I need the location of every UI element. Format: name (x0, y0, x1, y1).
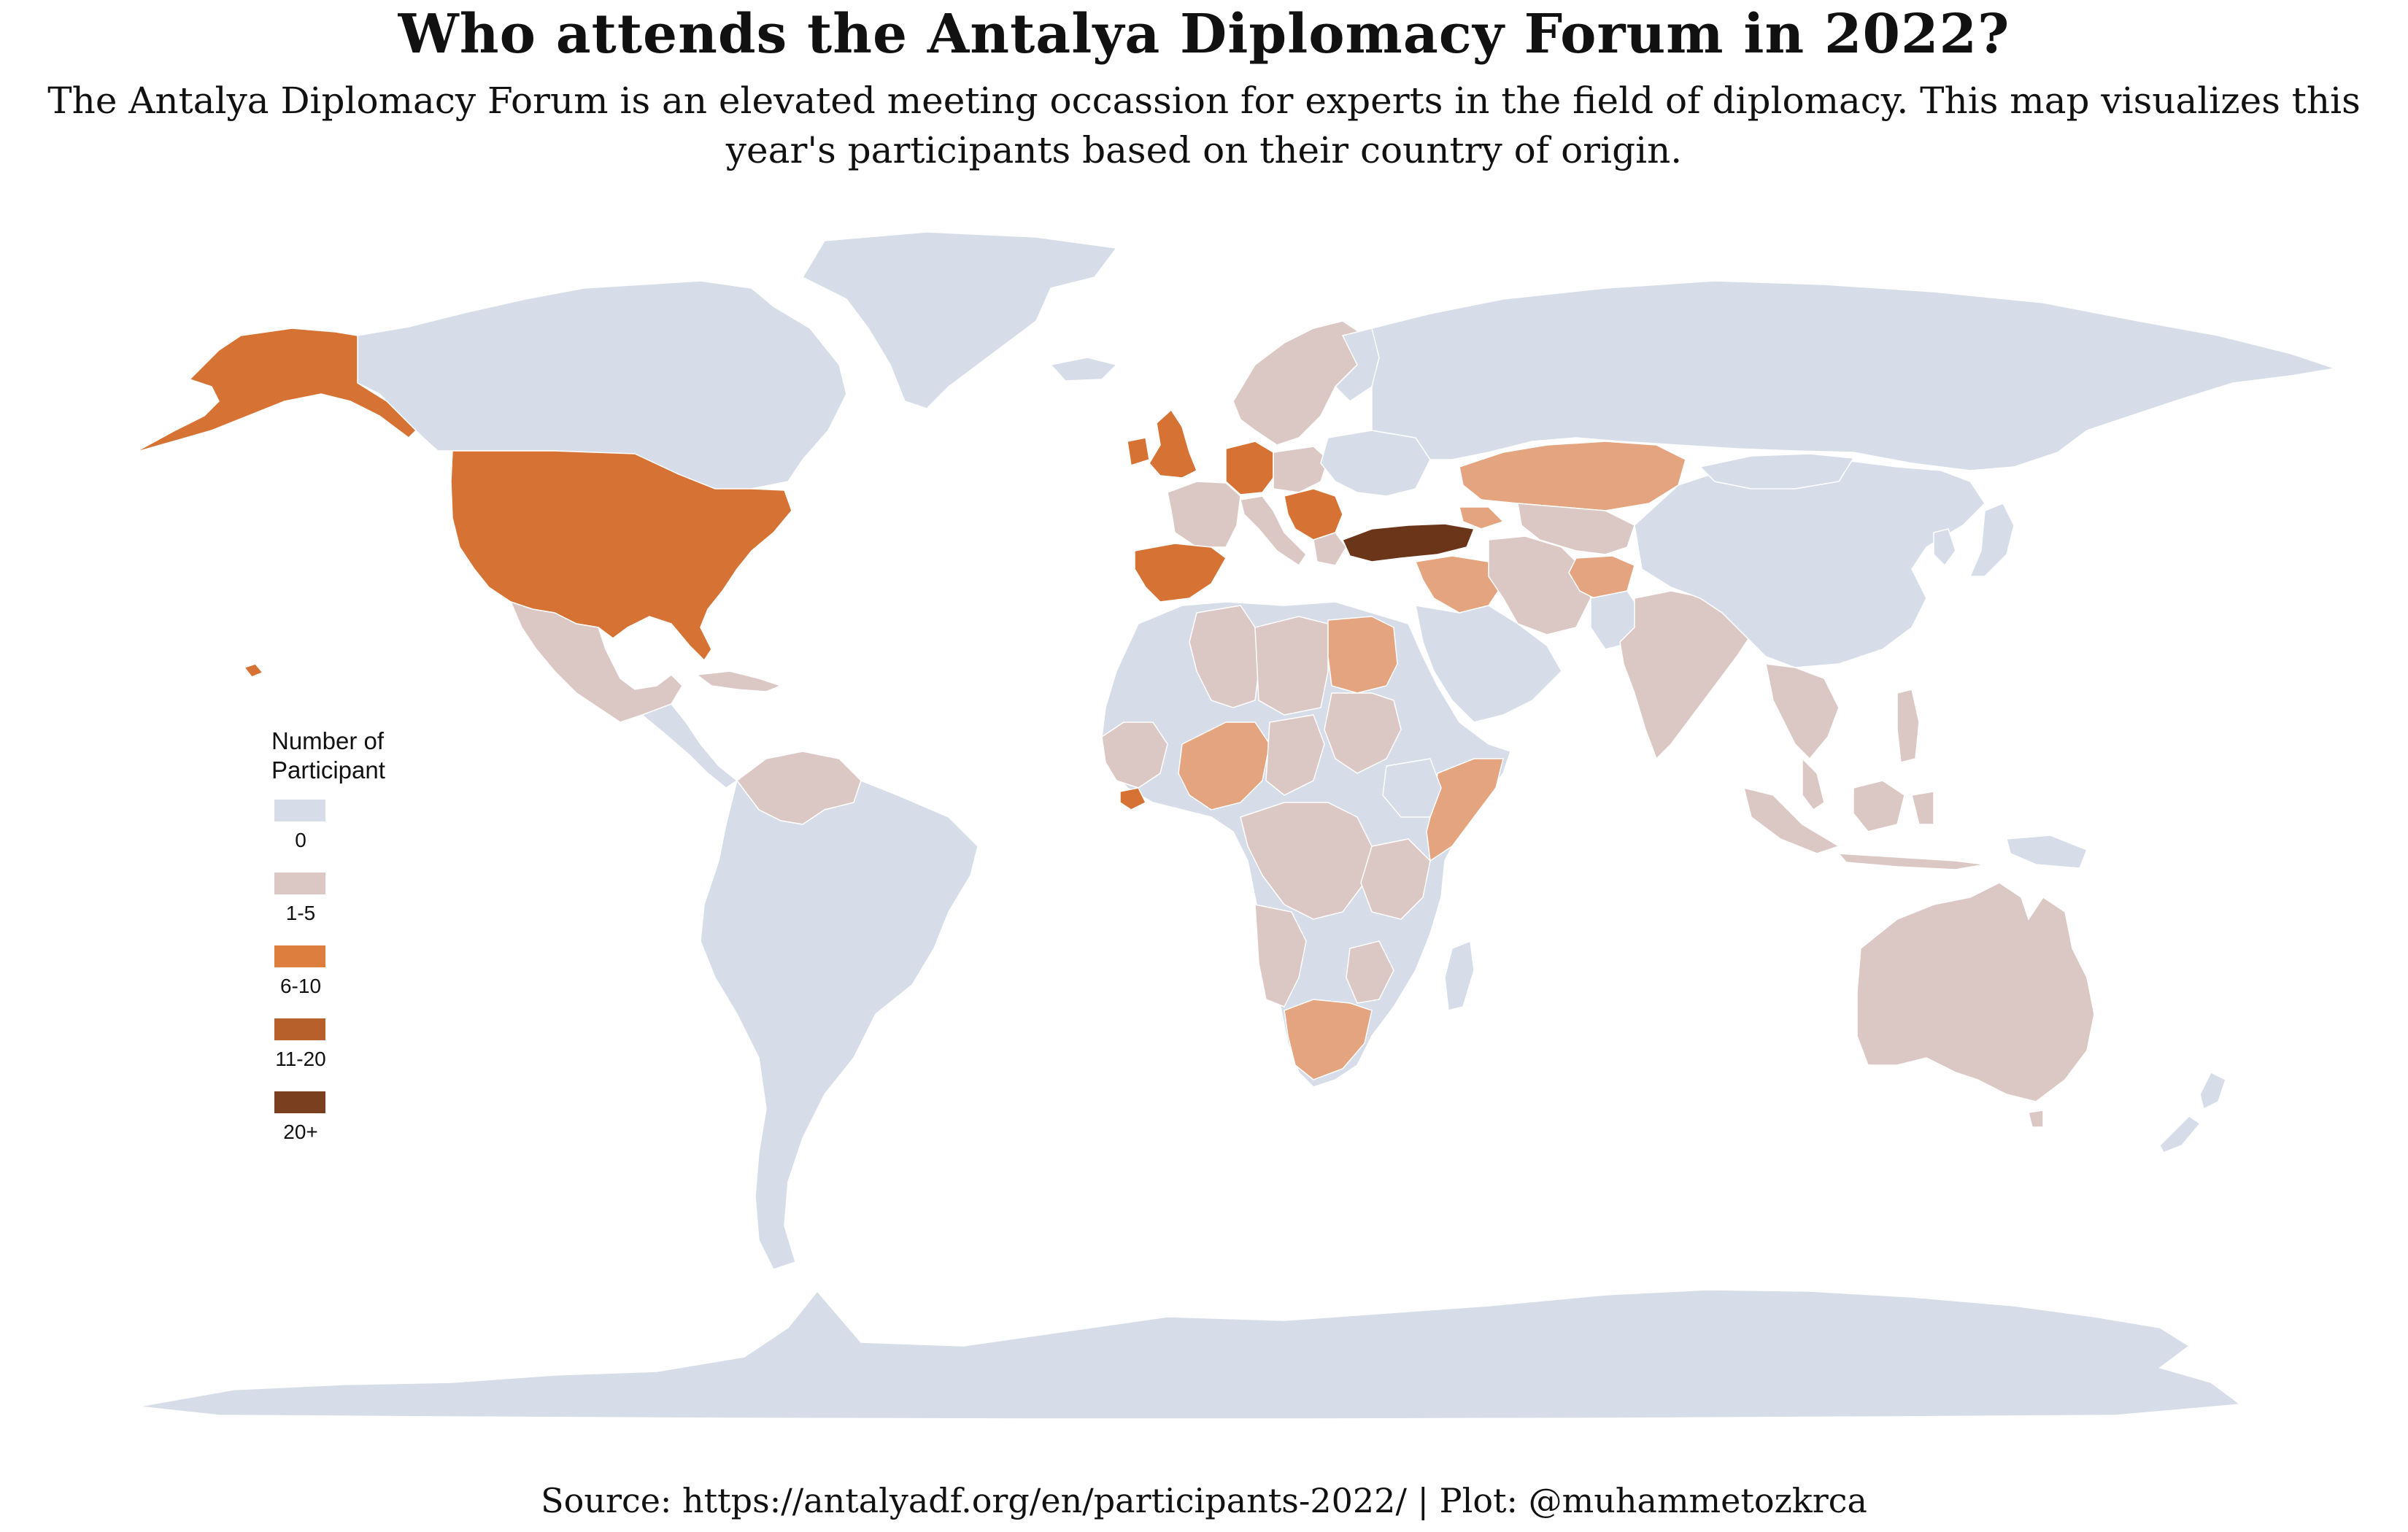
country-australia (1856, 882, 2095, 1102)
country-korea (1933, 528, 1956, 567)
legend-item-0: 0 (271, 785, 461, 858)
legend-item-6-10: 6-10 (271, 931, 461, 1004)
region-angola-namibia (1254, 904, 1307, 1007)
legend-label-1-5: 1-5 (285, 902, 316, 924)
region-sierra-leone-liberia (1119, 787, 1147, 811)
world-map (134, 231, 2336, 1420)
country-mongolia (1699, 453, 1855, 490)
region-caucasus (1459, 506, 1505, 530)
region-balkans (1284, 488, 1343, 541)
country-australia-tasmania (2028, 1110, 2044, 1128)
legend-swatch-0 (274, 800, 325, 821)
region-west-africa (1101, 721, 1168, 789)
map-legend: Number of Participant 0 1-5 6-10 11-20 2… (271, 727, 461, 1150)
region-caribbean (695, 670, 783, 692)
country-united-kingdom (1149, 409, 1197, 479)
legend-label-6-10: 6-10 (279, 975, 322, 997)
region-sahel-nigeria (1178, 721, 1270, 811)
legend-label-11-20: 11-20 (275, 1048, 326, 1070)
legend-item-11-20: 11-20 (271, 1004, 461, 1077)
legend-item-20-plus: 20+ (271, 1077, 461, 1150)
country-brazil-south-america (700, 779, 979, 1270)
country-greece (1313, 532, 1347, 566)
region-central-africa (1240, 802, 1373, 920)
legend-swatch-11-20 (274, 1018, 325, 1040)
country-south-africa (1284, 999, 1373, 1080)
country-mexico (509, 600, 683, 723)
country-ireland (1127, 437, 1150, 466)
country-kazakhstan (1459, 441, 1686, 511)
region-java-timor (1837, 853, 1986, 870)
region-central-america (641, 703, 738, 789)
legend-swatch-1-5 (274, 873, 325, 894)
country-madagascar (1444, 940, 1475, 1011)
region-malay-peninsula (1802, 757, 1825, 811)
country-france (1167, 481, 1241, 548)
map-subtitle: The Antalya Diplomacy Forum is an elevat… (47, 80, 2361, 171)
legend-label-20-plus: 20+ (283, 1121, 318, 1143)
region-southeast-asia (1765, 663, 1840, 760)
region-central-europe (1273, 446, 1329, 493)
country-somalia (1426, 758, 1504, 862)
country-iceland (1049, 357, 1118, 382)
legend-title: Number of Participant (271, 727, 385, 784)
country-iran (1488, 535, 1591, 635)
region-sulawesi (1911, 791, 1934, 825)
country-turkey (1341, 523, 1475, 562)
country-united-states (450, 450, 792, 662)
country-ethiopia (1382, 758, 1442, 818)
country-germany (1225, 441, 1274, 495)
source-caption: Source: https://antalyadf.org/en/partici… (541, 1481, 1867, 1520)
country-antarctica (138, 1289, 2242, 1420)
country-italy (1240, 495, 1307, 567)
region-borneo (1853, 780, 1905, 832)
region-arabian-peninsula (1415, 605, 1562, 723)
legend-label-0: 0 (295, 829, 306, 851)
country-chad (1265, 714, 1325, 796)
region-central-asia (1517, 503, 1635, 555)
country-egypt (1327, 616, 1398, 694)
country-new-zealand (2199, 1071, 2226, 1110)
land-layer (134, 231, 2336, 1420)
country-japan (1969, 503, 2015, 577)
country-philippines (1896, 689, 1920, 763)
region-sudan (1324, 692, 1402, 774)
country-new-zealand-south (2159, 1115, 2201, 1153)
region-ukraine-belarus (1320, 430, 1431, 497)
country-united-states-alaska (134, 328, 417, 453)
country-greenland (801, 231, 1118, 409)
country-russia (1371, 280, 2336, 471)
country-algeria (1189, 605, 1259, 708)
legend-item-1-5: 1-5 (271, 858, 461, 931)
country-libya (1254, 616, 1329, 716)
country-spain (1134, 543, 1227, 603)
map-title: Who attends the Antalya Diplomacy Forum … (398, 3, 2010, 66)
region-east-africa (1360, 838, 1431, 920)
region-zimbabwe-mozambique (1346, 940, 1394, 1004)
country-indonesia (1743, 786, 1840, 854)
legend-swatch-6-10 (274, 945, 325, 967)
country-united-states-hawaii (243, 663, 264, 678)
legend-swatch-20-plus (274, 1091, 325, 1113)
country-papua-new-guinea (2006, 835, 2088, 869)
